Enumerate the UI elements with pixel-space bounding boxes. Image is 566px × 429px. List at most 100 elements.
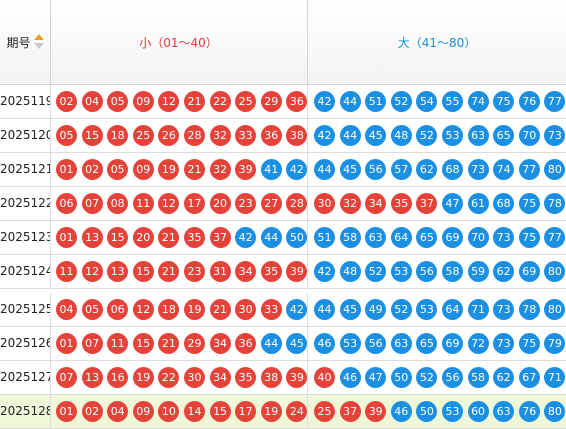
sort-icon[interactable] xyxy=(33,34,44,50)
number-ball: 72 xyxy=(467,333,489,354)
table-row[interactable]: 2025128 01 02 04 09 10 14 15 17 19 24 25 37 39 46 50 53 6… xyxy=(0,395,566,429)
number-ball: 77 xyxy=(544,91,566,112)
number-ball: 51 xyxy=(314,227,335,248)
number-ball: 44 xyxy=(339,91,361,112)
table-row[interactable]: 2025124 11 12 13 15 21 23 31 34 35 39 42 48 52 53 56 58 5… xyxy=(0,255,566,289)
number-ball: 15 xyxy=(81,125,103,146)
number-ball: 32 xyxy=(339,193,361,214)
period-cell: 2025120 xyxy=(0,119,51,152)
number-ball: 50 xyxy=(286,227,308,248)
small-numbers: 04 05 06 12 18 19 21 30 33 42 xyxy=(56,299,308,320)
results-body: 2025119 02 04 05 09 12 21 22 25 29 36 42 44 51 52 54 55 7… xyxy=(0,85,566,429)
period-cell: 2025122 xyxy=(0,187,51,220)
number-ball: 21 xyxy=(158,261,180,282)
big-numbers: 44 45 56 57 62 68 73 74 77 80 xyxy=(314,159,566,180)
number-ball: 01 xyxy=(56,227,77,248)
table-row[interactable]: 2025125 04 05 06 12 18 19 21 30 33 42 44 45 49 52 53 64 7… xyxy=(0,293,566,327)
small-range-header: 小（01～40） xyxy=(50,0,308,84)
number-ball: 21 xyxy=(183,91,205,112)
period-cell: 2025119 xyxy=(0,85,51,118)
number-ball: 39 xyxy=(365,401,387,422)
number-ball: 45 xyxy=(339,159,361,180)
number-ball: 11 xyxy=(56,261,77,282)
number-ball: 53 xyxy=(441,125,463,146)
number-ball: 09 xyxy=(132,159,154,180)
period-column-header[interactable]: 期号 xyxy=(0,0,51,84)
number-ball: 52 xyxy=(390,299,412,320)
number-ball: 04 xyxy=(81,91,103,112)
big-numbers: 30 32 34 35 37 47 61 68 75 78 xyxy=(314,193,566,214)
number-ball: 61 xyxy=(467,193,489,214)
number-ball: 73 xyxy=(467,159,489,180)
number-ball: 76 xyxy=(518,401,540,422)
number-ball: 01 xyxy=(56,159,77,180)
number-ball: 13 xyxy=(107,261,129,282)
number-ball: 37 xyxy=(339,401,361,422)
big-numbers: 44 45 49 52 53 64 71 73 78 80 xyxy=(314,299,566,320)
number-ball: 34 xyxy=(209,367,231,388)
number-ball: 53 xyxy=(390,261,412,282)
number-ball: 26 xyxy=(158,125,180,146)
table-row[interactable]: 2025122 06 07 08 11 12 17 20 23 27 28 30 32 34 35 37 47 6… xyxy=(0,187,566,221)
number-ball: 22 xyxy=(209,91,231,112)
number-ball: 12 xyxy=(132,299,154,320)
number-ball: 33 xyxy=(235,125,257,146)
table-row[interactable]: 2025120 05 15 18 25 26 28 32 33 36 38 42 44 45 48 52 53 6… xyxy=(0,119,566,153)
number-ball: 73 xyxy=(493,299,515,320)
number-ball: 02 xyxy=(56,91,77,112)
table-row[interactable]: 2025123 01 13 15 20 21 35 37 42 44 50 51 58 63 64 65 69 7… xyxy=(0,221,566,255)
number-ball: 10 xyxy=(158,401,180,422)
small-numbers: 05 15 18 25 26 28 32 33 36 38 xyxy=(56,125,308,146)
big-numbers: 42 44 45 48 52 53 63 65 70 73 xyxy=(314,125,566,146)
number-ball: 23 xyxy=(183,261,205,282)
small-numbers: 07 13 16 19 22 30 34 35 38 39 xyxy=(56,367,308,388)
number-ball: 32 xyxy=(209,125,231,146)
table-row[interactable]: 2025121 01 02 05 09 19 21 32 39 41 42 44 45 56 57 62 68 7… xyxy=(0,153,566,187)
number-ball: 19 xyxy=(132,367,154,388)
number-ball: 20 xyxy=(132,227,154,248)
number-ball: 80 xyxy=(544,401,566,422)
number-ball: 35 xyxy=(390,193,412,214)
number-ball: 39 xyxy=(286,367,308,388)
period-cell: 2025127 xyxy=(0,361,51,394)
number-ball: 35 xyxy=(183,227,205,248)
small-numbers: 01 07 11 15 21 29 34 36 44 45 xyxy=(56,333,308,354)
number-ball: 78 xyxy=(544,193,566,214)
number-ball: 76 xyxy=(518,91,540,112)
table-row[interactable]: 2025119 02 04 05 09 12 21 22 25 29 36 42 44 51 52 54 55 7… xyxy=(0,85,566,119)
number-ball: 06 xyxy=(56,193,77,214)
number-ball: 18 xyxy=(107,125,129,146)
number-ball: 52 xyxy=(416,125,438,146)
number-ball: 35 xyxy=(260,261,282,282)
number-ball: 05 xyxy=(107,159,129,180)
number-ball: 80 xyxy=(544,299,566,320)
number-ball: 58 xyxy=(441,261,463,282)
number-ball: 52 xyxy=(390,91,412,112)
number-ball: 69 xyxy=(518,261,540,282)
number-ball: 53 xyxy=(441,401,463,422)
table-row[interactable]: 2025126 01 07 11 15 21 29 34 36 44 45 46 53 56 63 65 69 7… xyxy=(0,327,566,361)
number-ball: 12 xyxy=(81,261,103,282)
number-ball: 52 xyxy=(416,367,438,388)
number-ball: 08 xyxy=(107,193,129,214)
number-ball: 80 xyxy=(544,261,566,282)
number-ball: 75 xyxy=(518,193,540,214)
number-ball: 11 xyxy=(132,193,154,214)
number-ball: 22 xyxy=(158,367,180,388)
table-row[interactable]: 2025127 07 13 16 19 22 30 34 35 38 39 40 46 47 50 52 56 5… xyxy=(0,361,566,395)
period-cell: 2025126 xyxy=(0,327,51,360)
number-ball: 19 xyxy=(260,401,282,422)
number-ball: 27 xyxy=(260,193,282,214)
number-ball: 42 xyxy=(314,91,335,112)
number-ball: 20 xyxy=(209,193,231,214)
number-ball: 60 xyxy=(467,401,489,422)
number-ball: 02 xyxy=(81,401,103,422)
number-ball: 41 xyxy=(260,159,282,180)
number-ball: 04 xyxy=(56,299,77,320)
number-ball: 12 xyxy=(158,91,180,112)
number-ball: 47 xyxy=(365,367,387,388)
big-numbers: 25 37 39 46 50 53 60 63 76 80 xyxy=(314,401,566,422)
number-ball: 78 xyxy=(518,299,540,320)
number-ball: 42 xyxy=(235,227,257,248)
number-ball: 45 xyxy=(365,125,387,146)
